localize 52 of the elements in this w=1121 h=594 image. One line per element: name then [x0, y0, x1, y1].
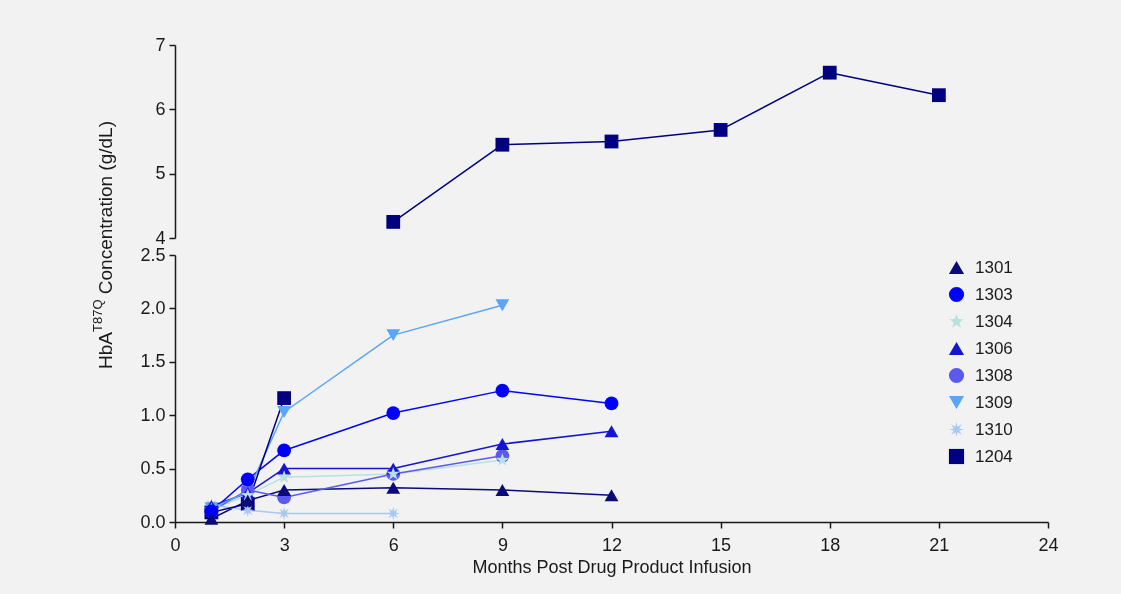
- x-tick-label: 9: [497, 534, 508, 555]
- point: [386, 329, 401, 342]
- point: [277, 391, 292, 405]
- legend-label: 1309: [975, 392, 1013, 412]
- y-tick-label: 1.5: [140, 351, 166, 372]
- point: [604, 425, 619, 438]
- legend-label: 1304: [975, 311, 1013, 331]
- point: [204, 512, 219, 525]
- point: [240, 494, 255, 507]
- point: [277, 406, 292, 418]
- y-tick-label: 1.0: [140, 404, 166, 425]
- point: [713, 123, 728, 137]
- point: [386, 481, 401, 494]
- x-tick-label: 12: [601, 534, 623, 555]
- point: [240, 472, 255, 487]
- x-tick-label: 6: [388, 534, 399, 555]
- x-tick-label: 24: [1038, 534, 1059, 555]
- point: [386, 215, 401, 229]
- point: [931, 88, 946, 103]
- point: [386, 406, 401, 420]
- point: [277, 443, 292, 458]
- x-tick-label: 3: [279, 534, 290, 555]
- y-tick-label: 0.5: [140, 458, 166, 479]
- point: [277, 470, 291, 483]
- point: [495, 438, 510, 450]
- point: [604, 489, 619, 502]
- legend-label: 1308: [975, 365, 1013, 385]
- legend-label: 1303: [975, 284, 1013, 304]
- y-tick-label: 5: [155, 163, 166, 184]
- legend-label: 1310: [975, 419, 1013, 439]
- point: [386, 506, 401, 521]
- point: [277, 462, 292, 475]
- x-tick-label: 18: [820, 534, 841, 555]
- y-tick-label: 7: [155, 34, 166, 55]
- legend-label: 1301: [975, 257, 1013, 277]
- point: [495, 299, 510, 312]
- point: [604, 396, 619, 411]
- x-axis-title: Months Post Drug Product Infusion: [472, 556, 752, 577]
- y-tick-label: 2.0: [140, 297, 166, 318]
- x-tick-label: 0: [170, 534, 181, 555]
- point: [822, 65, 837, 80]
- point: [495, 453, 509, 466]
- point: [277, 483, 292, 496]
- x-tick-label: 15: [711, 534, 732, 555]
- legend-label: 1306: [975, 338, 1013, 358]
- y-tick-label: 6: [155, 98, 166, 119]
- x-tick-label: 21: [929, 534, 950, 555]
- legend-label: 1204: [975, 446, 1013, 466]
- y-tick-label: 0.0: [140, 511, 166, 532]
- point: [495, 483, 510, 496]
- point: [495, 383, 510, 398]
- point: [495, 137, 510, 152]
